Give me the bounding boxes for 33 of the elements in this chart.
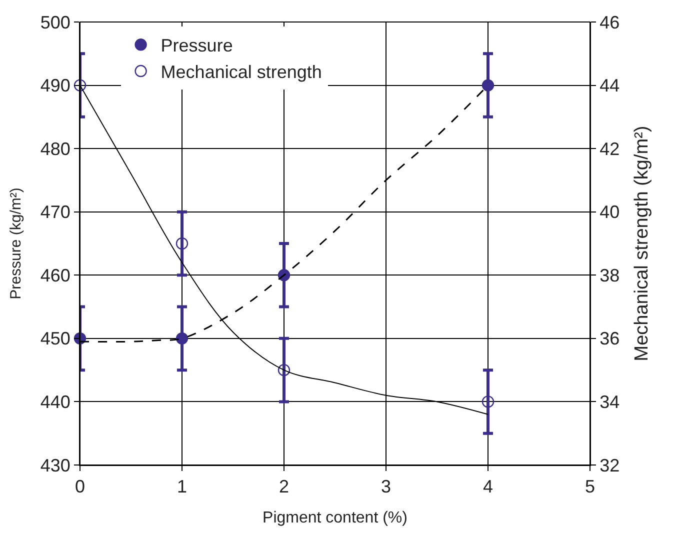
y-tick-label: 470 xyxy=(40,202,70,222)
y-tick-label: 460 xyxy=(40,265,70,286)
y2-tick-label: 44 xyxy=(600,76,620,96)
y-tick-label: 480 xyxy=(40,138,70,159)
point xyxy=(176,332,188,345)
y-tick-label: 450 xyxy=(40,328,70,349)
y-axis-title: Pressure (kg/m²) xyxy=(8,188,25,300)
x-tick-label: 1 xyxy=(176,476,188,497)
point xyxy=(278,364,290,376)
x-tick-label: 4 xyxy=(482,476,494,497)
x-tick-label: 3 xyxy=(380,476,392,497)
y-tick-label: 430 xyxy=(40,455,70,476)
y2-tick-label: 38 xyxy=(600,265,620,286)
y-tick-label: 500 xyxy=(40,12,70,32)
x-tick-label: 0 xyxy=(74,476,86,497)
x-tick-label: 2 xyxy=(278,476,290,497)
y2-tick-label: 42 xyxy=(600,138,620,159)
y2-tick-label: 32 xyxy=(600,455,620,476)
x-tick-label: 5 xyxy=(584,476,596,497)
y2-tick-label: 46 xyxy=(600,12,620,32)
y2-tick-label: 34 xyxy=(600,392,620,412)
y-tick-label: 490 xyxy=(40,76,70,96)
y2-axis-title: Mechanical strength (kg/m²) xyxy=(631,126,652,362)
point xyxy=(176,237,188,250)
y2-tick-label: 40 xyxy=(600,202,620,222)
legend-label: Pressure xyxy=(160,36,233,56)
x-axis-title: Pigment content (%) xyxy=(262,509,408,526)
point xyxy=(482,396,494,408)
y-tick-label: 440 xyxy=(40,392,70,412)
legend-label: Mechanical strength xyxy=(160,62,322,82)
point xyxy=(482,79,494,92)
y2-tick-label: 36 xyxy=(600,328,620,349)
point xyxy=(74,79,86,92)
